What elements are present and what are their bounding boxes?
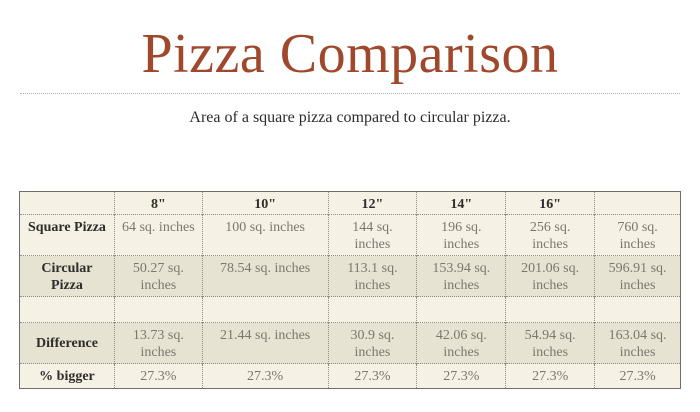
page-title: Pizza Comparison xyxy=(141,23,559,85)
table-cell xyxy=(505,296,595,323)
table-cell: 21.44 sq. inches xyxy=(201,322,328,364)
table-cell: 50.27 sq. inches xyxy=(113,255,203,297)
table-cell: 196 sq. inches xyxy=(416,214,506,256)
table-cell: 201.06 sq. inches xyxy=(505,255,595,297)
table-row-circular: Circular Pizza 50.27 sq. inches 78.54 sq… xyxy=(19,255,681,297)
title-divider xyxy=(20,93,680,94)
row-label-square-pizza: Square Pizza xyxy=(19,214,115,256)
table-cell: 27.3% xyxy=(594,363,681,389)
table-cell xyxy=(327,296,417,323)
row-label-difference: Difference xyxy=(19,322,115,364)
header-cell-10-inch: 10" xyxy=(201,191,328,215)
table-cell: 760 sq. inches xyxy=(594,214,681,256)
header-cell-16-inch: 16" xyxy=(505,191,595,215)
header-cell-14-inch: 14" xyxy=(416,191,506,215)
row-label-circular-pizza: Circular Pizza xyxy=(19,255,115,297)
header-cell-8-inch: 8" xyxy=(113,191,203,215)
table-header-row: 8" 10" 12" 14" 16" xyxy=(19,191,681,215)
table-cell: 27.3% xyxy=(327,363,417,389)
table-cell: 100 sq. inches xyxy=(201,214,328,256)
row-label-percent-bigger: % bigger xyxy=(19,363,115,389)
table-cell xyxy=(113,296,203,323)
table-cell: 27.3% xyxy=(113,363,203,389)
table-cell: 144 sq. inches xyxy=(327,214,417,256)
table-cell: 13.73 sq. inches xyxy=(113,322,203,364)
table-cell: 30.9 sq. inches xyxy=(327,322,417,364)
table-cell: 153.94 sq. inches xyxy=(416,255,506,297)
table-row-difference: Difference 13.73 sq. inches 21.44 sq. in… xyxy=(19,322,681,364)
pizza-comparison-table: 8" 10" 12" 14" 16" Square Pizza 64 sq. i… xyxy=(19,191,681,389)
table-row-square: Square Pizza 64 sq. inches 100 sq. inche… xyxy=(19,214,681,256)
table-row-percent-bigger: % bigger 27.3% 27.3% 27.3% 27.3% 27.3% 2… xyxy=(19,363,681,389)
table-cell: 78.54 sq. inches xyxy=(201,255,328,297)
table-cell: 42.06 sq. inches xyxy=(416,322,506,364)
table-cell xyxy=(201,296,328,323)
header-cell-corner xyxy=(20,192,115,215)
table-cell: 596.91 sq. inches xyxy=(594,255,681,297)
table-cell: 27.3% xyxy=(505,363,595,389)
header-cell-12-inch: 12" xyxy=(327,191,417,215)
table-cell xyxy=(416,296,506,323)
table-cell: 113.1 sq. inches xyxy=(327,255,417,297)
table-cell: 27.3% xyxy=(201,363,328,389)
page-subtitle: Area of a square pizza compared to circu… xyxy=(189,109,511,126)
table-cell: 54.94 sq. inches xyxy=(505,322,595,364)
table-cell: 64 sq. inches xyxy=(113,214,203,256)
table-cell: 163.04 sq. inches xyxy=(594,322,681,364)
table-cell: 27.3% xyxy=(416,363,506,389)
table-cell xyxy=(594,296,681,323)
row-label-empty xyxy=(19,296,115,323)
table-cell: 256 sq. inches xyxy=(505,214,595,256)
header-cell-blank xyxy=(594,191,681,215)
table-row-spacer xyxy=(19,296,681,323)
